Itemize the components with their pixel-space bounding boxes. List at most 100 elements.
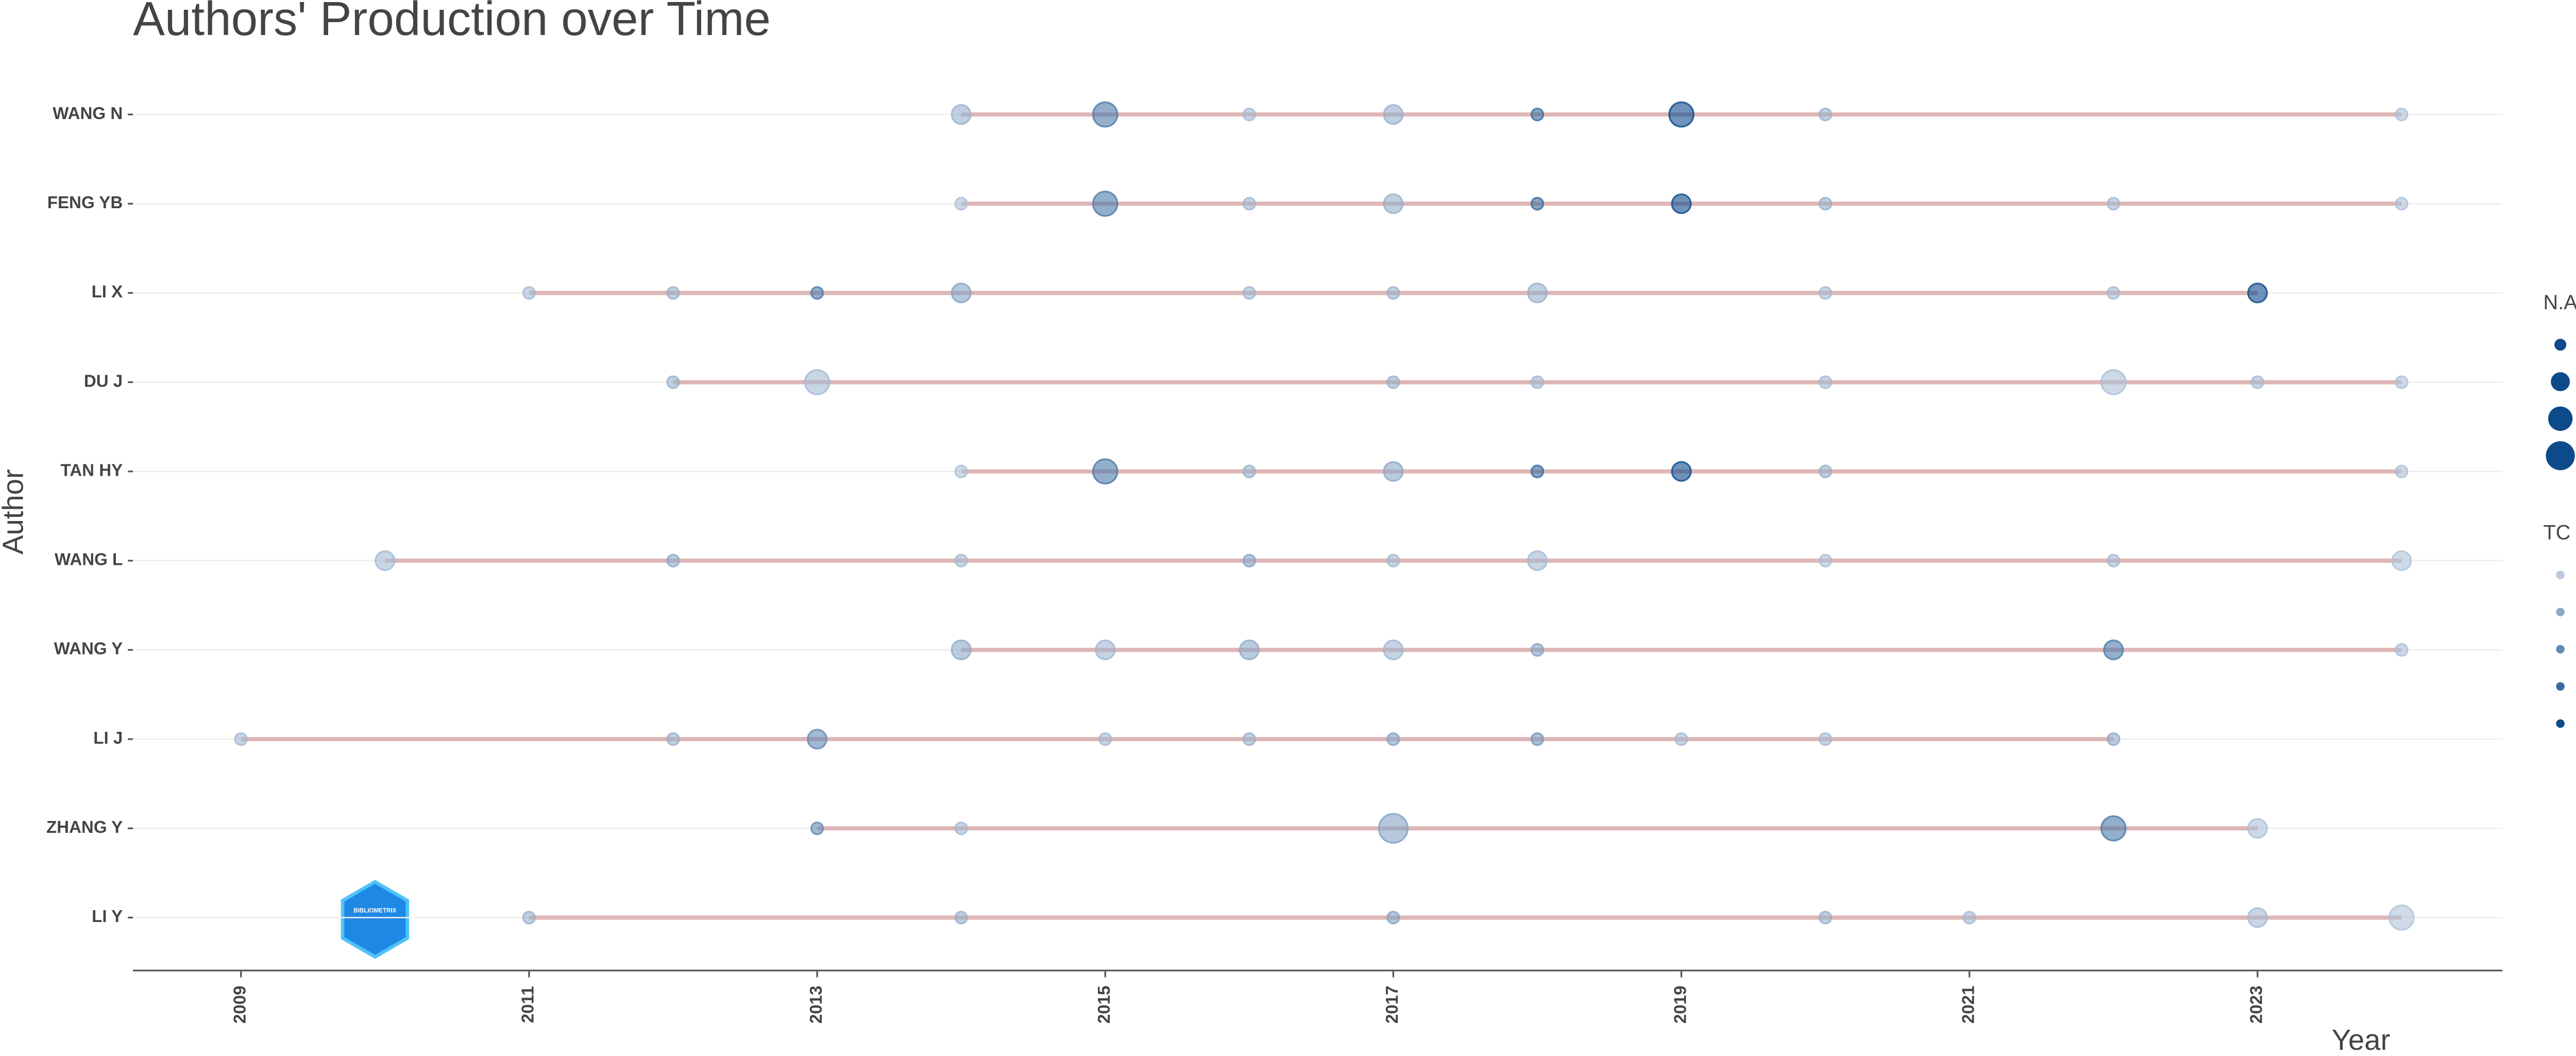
point <box>1098 732 1112 746</box>
point <box>1386 554 1400 568</box>
point <box>954 822 968 835</box>
logo: BIBLIOMETRIX <box>341 880 410 959</box>
point <box>954 197 968 211</box>
y-tick-label: LI Y <box>92 907 123 926</box>
point <box>2395 464 2409 478</box>
point <box>1242 554 1257 568</box>
point <box>1383 639 1404 661</box>
x-axis-label: Year <box>2332 1024 2391 1056</box>
legend-color-key <box>2556 571 2565 579</box>
y-tick-label: TAN HY <box>61 461 123 480</box>
y-tick-label: WANG N <box>53 104 123 123</box>
point <box>1383 193 1404 214</box>
chart-title: Authors' Production over Time <box>133 0 771 45</box>
point <box>1242 732 1257 746</box>
point <box>2103 639 2124 661</box>
point <box>2395 107 2409 122</box>
x-tick-label: 2023 <box>2247 985 2266 1024</box>
point <box>1242 107 1257 122</box>
point <box>2250 375 2265 389</box>
y-tick-label: LI J <box>93 729 123 748</box>
point <box>375 550 396 571</box>
point <box>954 911 968 925</box>
x-tick-label: 2013 <box>807 985 826 1024</box>
point <box>951 282 972 304</box>
point <box>1530 375 1545 389</box>
point <box>951 104 972 125</box>
point <box>1242 197 1257 211</box>
point <box>1674 732 1688 746</box>
x-tick-label: 2021 <box>1959 985 1978 1024</box>
legend-size-key <box>2546 441 2575 471</box>
point <box>1242 286 1257 300</box>
logo-text: BIBLIOMETRIX <box>353 908 396 914</box>
point <box>1386 732 1400 746</box>
x-tick-label: 2019 <box>1671 985 1690 1024</box>
point <box>1530 732 1545 746</box>
point <box>806 729 828 750</box>
point <box>951 639 972 661</box>
point <box>1386 375 1400 389</box>
point <box>1383 104 1404 125</box>
point <box>2107 197 2121 211</box>
x-tick-label: 2015 <box>1095 985 1114 1024</box>
point <box>810 286 824 300</box>
point <box>2395 643 2409 657</box>
point <box>2107 732 2121 746</box>
point <box>2247 907 2268 928</box>
point <box>1962 911 1976 925</box>
y-tick-label: FENG YB <box>47 193 123 212</box>
point <box>1378 813 1409 844</box>
point <box>954 554 968 568</box>
point <box>522 911 536 925</box>
legend-color-key <box>2556 719 2565 728</box>
point <box>2247 818 2268 839</box>
legend-size-key <box>2554 339 2567 351</box>
legend-title: TC per Year <box>2544 522 2576 544</box>
point <box>1818 375 1833 389</box>
point <box>2388 904 2415 931</box>
point <box>1386 911 1400 925</box>
point <box>1383 461 1404 482</box>
point <box>2395 375 2409 389</box>
point <box>666 554 680 568</box>
point <box>1818 554 1833 568</box>
y-tick-label: WANG Y <box>54 640 123 659</box>
point <box>1095 639 1116 661</box>
y-tick-label: WANG L <box>55 550 123 569</box>
point <box>1818 464 1833 478</box>
point <box>2100 815 2127 842</box>
legend-color-key <box>2556 682 2565 691</box>
legend-color-key <box>2556 645 2565 654</box>
y-tick-label: LI X <box>92 282 123 301</box>
point <box>522 286 536 300</box>
point <box>2107 286 2121 300</box>
point <box>666 732 680 746</box>
y-tick-label: DU J <box>84 372 123 391</box>
point <box>1527 550 1548 571</box>
x-tick-label: 2009 <box>230 985 249 1024</box>
legend-size-key <box>2548 406 2573 431</box>
legend-color-key <box>2556 608 2565 616</box>
y-tick-label: ZHANG Y <box>46 818 123 837</box>
point <box>1668 101 1694 128</box>
point <box>1527 282 1548 304</box>
legend-size-key <box>2551 372 2570 392</box>
point <box>1818 911 1833 925</box>
point <box>1671 193 1692 214</box>
point <box>1530 464 1545 478</box>
point <box>2247 282 2268 304</box>
point <box>2100 369 2127 395</box>
legend-title: N.Articles <box>2544 291 2576 314</box>
point <box>810 822 824 835</box>
point <box>234 732 248 746</box>
point <box>1239 639 1260 661</box>
y-axis-label: Author <box>0 469 29 555</box>
point <box>1530 107 1545 122</box>
point <box>1386 286 1400 300</box>
x-tick-label: 2017 <box>1383 985 1402 1024</box>
point <box>2391 550 2412 571</box>
point <box>2395 197 2409 211</box>
